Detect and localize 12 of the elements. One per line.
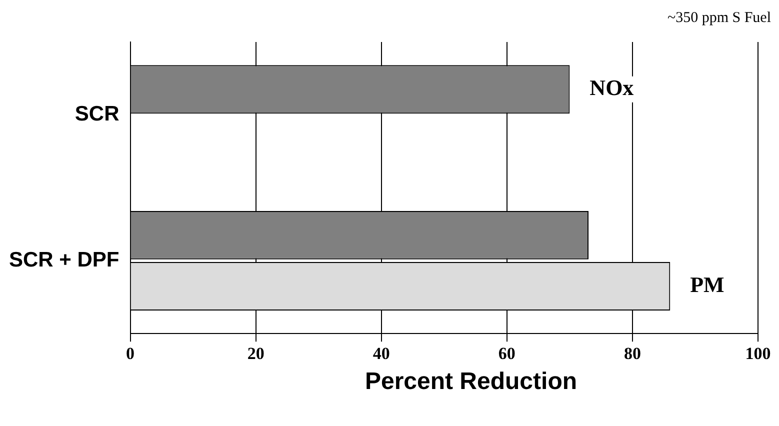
x-tick-label: 0: [126, 344, 135, 364]
x-tick-label: 40: [372, 344, 390, 364]
y-tick-label: SCR + DPF: [8, 248, 120, 272]
text: ~350 ppm S Fuel: [667, 10, 771, 27]
series-label: NOx: [590, 75, 634, 100]
x-axis-title: Percent Reduction: [364, 368, 578, 396]
x-tick-label: 100: [745, 344, 771, 364]
y-tick-label: SCR: [74, 102, 120, 126]
x-tick-label: 20: [247, 344, 264, 364]
x-tick-label: 60: [498, 344, 516, 364]
x-tick-label: 80: [624, 344, 641, 364]
series-label: PM: [690, 272, 725, 297]
